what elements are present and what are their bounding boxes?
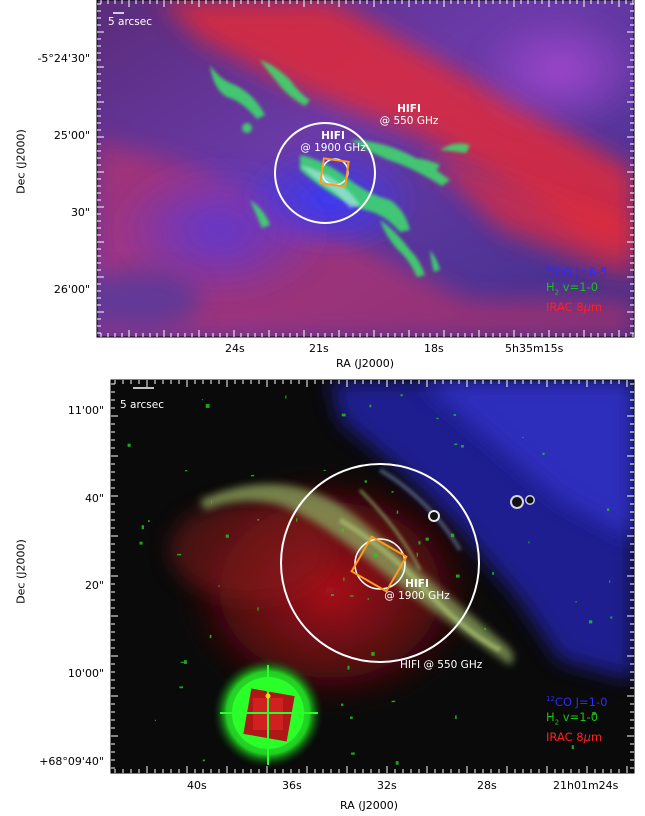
top-legend: 12CO J=6-5 H2 v=1-0 IRAC 8μm [546,262,607,315]
bottom-legend: 12CO J=1-0 H2 v=1-0 IRAC 8μm [546,692,607,745]
beam-1900-label: HIFI @ 1900 GHz [300,130,366,154]
legend-co: 12CO J=1-0 [546,694,608,709]
top-image [96,0,635,338]
y-tick: +68°09'40" [39,755,104,768]
legend-h2: H2 v=1-0 [546,279,599,297]
y-axis-title: Dec (J2000) [14,539,28,604]
y-tick: 10'00" [67,667,104,680]
legend-h2: H2 v=1-0 [546,709,599,727]
y-tick: 40" [84,492,104,505]
bottom-panel: 5 arcsec HIFI @ 1900 GHz HIFI @ 550 GHz … [0,379,645,816]
hifi-550-beam [280,463,480,663]
y-tick: 30" [70,206,90,219]
pacs-box [319,157,350,188]
bottom-image [110,379,635,774]
x-tick: 28s [477,779,497,792]
y-tick: 25'00" [53,129,90,142]
scale-bar-label: 5 arcsec [108,16,153,28]
x-tick: 21s [309,342,329,355]
pacs-box [350,535,408,593]
y-tick: 11'00" [67,404,104,417]
beam-550-label: HIFI @ 550 GHz [400,659,483,671]
y-tick: 20" [84,579,104,592]
beam-550-label: HIFI @ 550 GHz [379,103,439,127]
y-tick: -5°24'30" [37,52,90,65]
y-tick: 26'00" [53,283,90,296]
x-axis-title: RA (J2000) [340,799,399,812]
x-tick: 18s [424,342,444,355]
legend-irac: IRAC 8μm [546,300,603,315]
x-tick: 5h35m15s [505,342,564,355]
y-axis-title: Dec (J2000) [14,129,28,194]
top-panel: 5 arcsec HIFI @ 550 GHz HIFI @ 1900 GHz … [0,0,645,372]
hifi-550-beam [274,122,376,224]
x-tick: 24s [225,342,245,355]
legend-irac: IRAC 8μm [546,730,603,745]
x-tick: 21h01m24s [553,779,619,792]
legend-co: 12CO J=6-5 [546,264,608,279]
x-tick: 32s [377,779,397,792]
x-tick: 36s [282,779,302,792]
beam-1900-label: HIFI @ 1900 GHz [384,578,450,602]
x-tick: 40s [187,779,207,792]
x-axis-title: RA (J2000) [336,357,395,370]
scale-bar-label: 5 arcsec [120,399,165,411]
